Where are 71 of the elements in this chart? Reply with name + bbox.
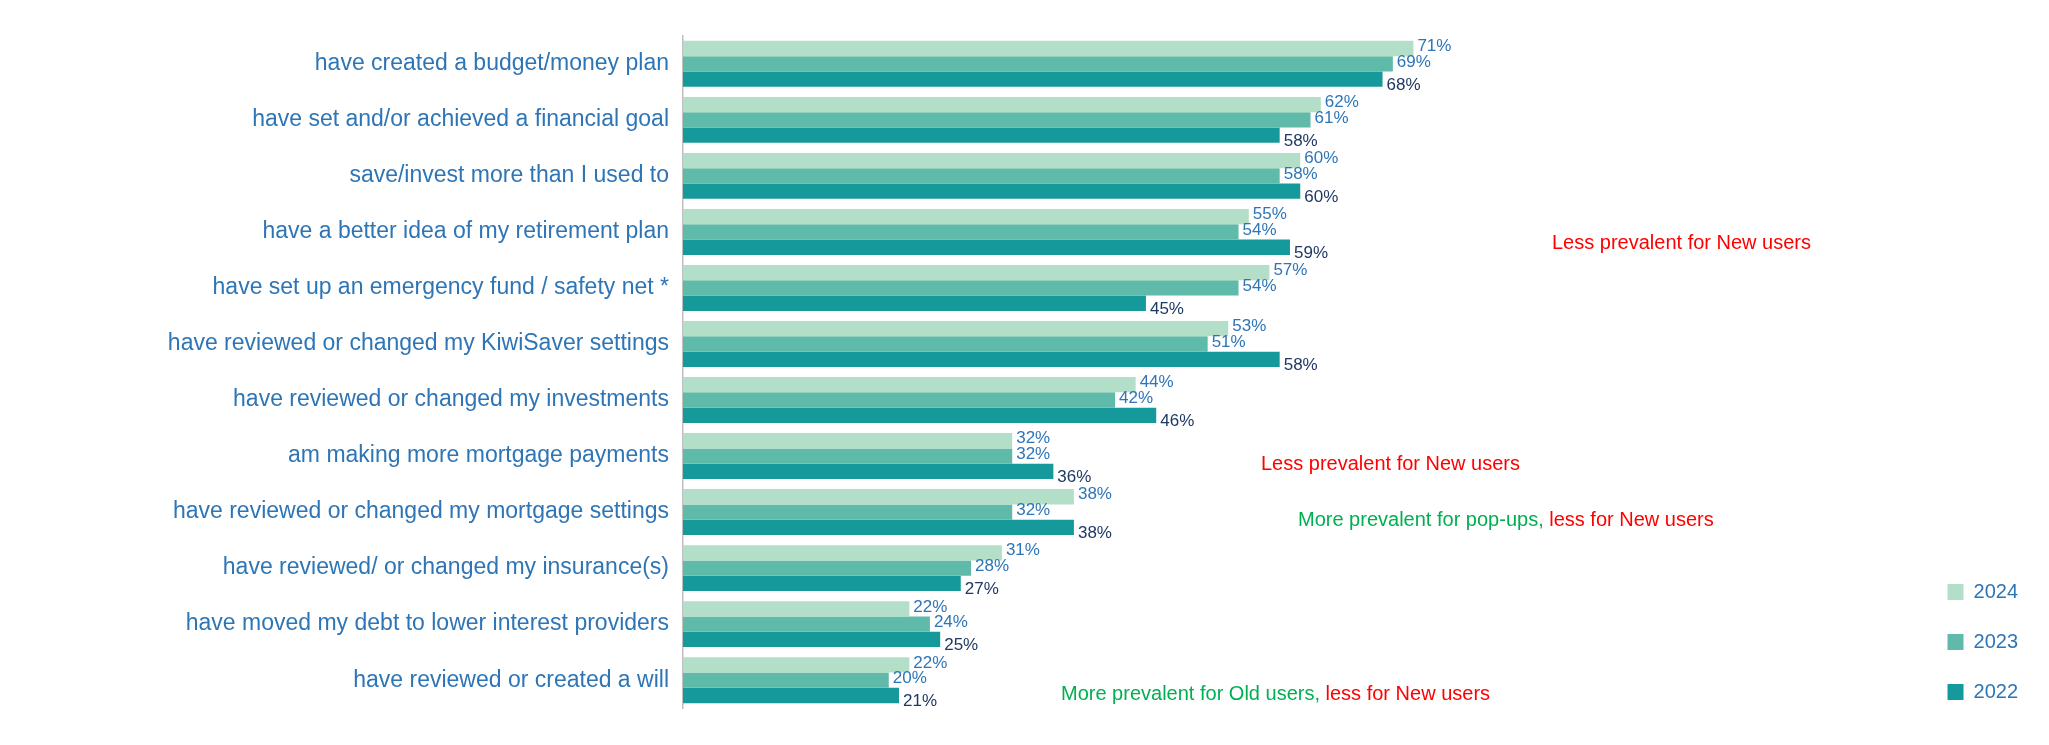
bar bbox=[683, 321, 1229, 337]
bar bbox=[683, 239, 1290, 255]
bar bbox=[683, 616, 930, 632]
y-tick-label: have reviewed/ or changed my insurance(s) bbox=[222, 553, 669, 580]
legend-label: 2022 bbox=[1973, 679, 2019, 702]
bar bbox=[683, 575, 961, 592]
annotation: Less prevalent for New users bbox=[1261, 451, 1521, 474]
bar bbox=[683, 560, 972, 576]
bar bbox=[683, 224, 1239, 240]
data-label: 38% bbox=[1077, 523, 1112, 543]
y-tick-label: have moved my debt to lower interest providers bbox=[185, 609, 669, 636]
annotation: More prevalent for pop-ups, bbox=[1298, 507, 1544, 530]
legend-label: 2023 bbox=[1973, 629, 2019, 652]
bar bbox=[683, 448, 1013, 464]
data-label: 36% bbox=[1057, 467, 1092, 487]
bar bbox=[683, 351, 1280, 367]
data-label: 21% bbox=[903, 691, 938, 711]
bar bbox=[683, 657, 910, 673]
bar bbox=[683, 168, 1280, 184]
bar bbox=[683, 264, 1270, 281]
y-tick-label: have reviewed or changed my investments bbox=[233, 385, 669, 412]
bar bbox=[683, 392, 1116, 408]
bar bbox=[683, 71, 1383, 87]
bar bbox=[683, 377, 1136, 393]
y-tick-label: have set and/or achieved a financial goal bbox=[252, 105, 669, 132]
y-tick-label: have reviewed or changed my KiwiSaver settings bbox=[167, 329, 669, 356]
legend-label: 2024 bbox=[1973, 579, 2019, 602]
bar bbox=[683, 56, 1393, 72]
data-label: 27% bbox=[964, 579, 999, 599]
bar bbox=[683, 40, 1414, 57]
data-label: 46% bbox=[1160, 411, 1195, 431]
bar bbox=[683, 407, 1157, 423]
y-tick-label: have reviewed or changed my mortgage settings bbox=[172, 497, 669, 524]
bar bbox=[683, 336, 1208, 352]
data-label: 38% bbox=[1077, 484, 1112, 504]
bar bbox=[683, 489, 1074, 505]
bar bbox=[683, 504, 1013, 520]
data-label: 58% bbox=[1283, 130, 1318, 150]
data-label: 68% bbox=[1386, 74, 1421, 94]
bar bbox=[683, 631, 941, 648]
y-tick-label: have a better idea of my retirement plan bbox=[262, 217, 669, 244]
bar bbox=[683, 208, 1249, 225]
data-label: 32% bbox=[1016, 499, 1051, 519]
bar bbox=[683, 672, 889, 688]
bar bbox=[683, 112, 1311, 128]
bar bbox=[683, 280, 1239, 296]
bar bbox=[683, 463, 1054, 480]
bar bbox=[683, 545, 1002, 561]
data-label: 25% bbox=[944, 635, 979, 655]
data-label: 45% bbox=[1149, 298, 1184, 318]
bar bbox=[683, 127, 1280, 143]
bar bbox=[683, 152, 1301, 169]
data-label: 58% bbox=[1283, 354, 1318, 374]
bar bbox=[683, 519, 1074, 536]
bar bbox=[683, 601, 910, 617]
y-tick-label: have reviewed or created a will bbox=[353, 665, 669, 692]
bar bbox=[683, 96, 1321, 113]
text: Less prevalent for New users bbox=[1552, 231, 1812, 254]
data-label: 59% bbox=[1293, 242, 1328, 262]
annotation: More prevalent for Old users, bbox=[1061, 681, 1320, 704]
y-tick-label: have set up an emergency fund / safety net * bbox=[212, 273, 670, 300]
y-tick-label: save/invest more than I used to bbox=[349, 161, 669, 188]
y-tick-label: am making more mortgage payments bbox=[288, 441, 669, 468]
bar bbox=[683, 687, 900, 704]
bar bbox=[683, 295, 1146, 311]
bar bbox=[683, 433, 1013, 449]
annotation: less for New users bbox=[1325, 681, 1491, 704]
data-label: 60% bbox=[1304, 186, 1339, 206]
y-tick-label: have created a budget/money plan bbox=[314, 49, 669, 76]
bar bbox=[683, 183, 1301, 199]
text: less for New users bbox=[1549, 507, 1714, 530]
